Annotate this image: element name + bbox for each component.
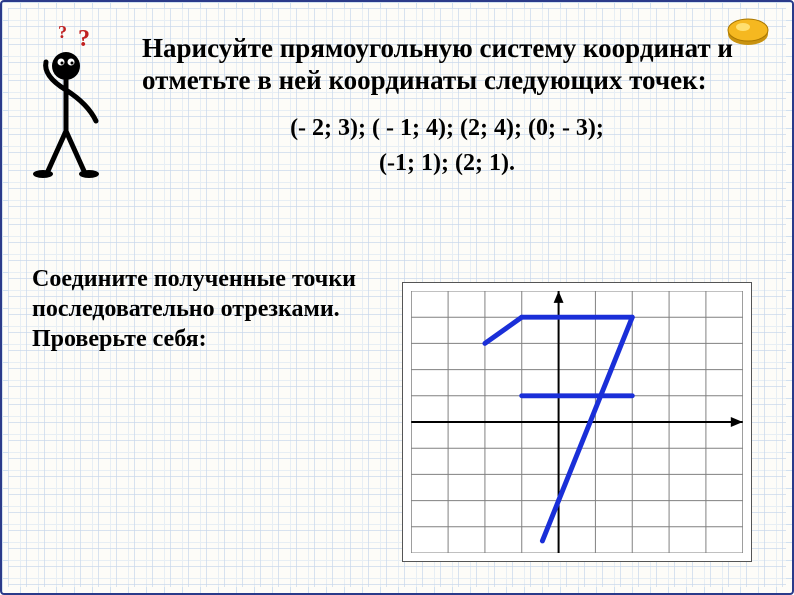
svg-text:?: ? xyxy=(78,26,90,52)
svg-text:?: ? xyxy=(58,26,67,42)
instruction-text: Соедините полученные точки последователь… xyxy=(32,264,392,354)
coordinates-line-2: (-1; 1); (2; 1). xyxy=(142,150,752,177)
slide-page: ? ? Нарисуйте прямоугольную систему коор… xyxy=(0,0,794,595)
stickman-icon: ? ? xyxy=(28,26,118,181)
coordinates-line-1: (- 2; 3); ( - 1; 4); (2; 4); (0; - 3); xyxy=(142,115,752,142)
coordinate-chart xyxy=(402,282,752,562)
content-block: Нарисуйте прямоугольную систему координа… xyxy=(142,32,752,185)
chart-svg xyxy=(411,291,743,553)
task-title: Нарисуйте прямоугольную систему координа… xyxy=(142,32,752,97)
